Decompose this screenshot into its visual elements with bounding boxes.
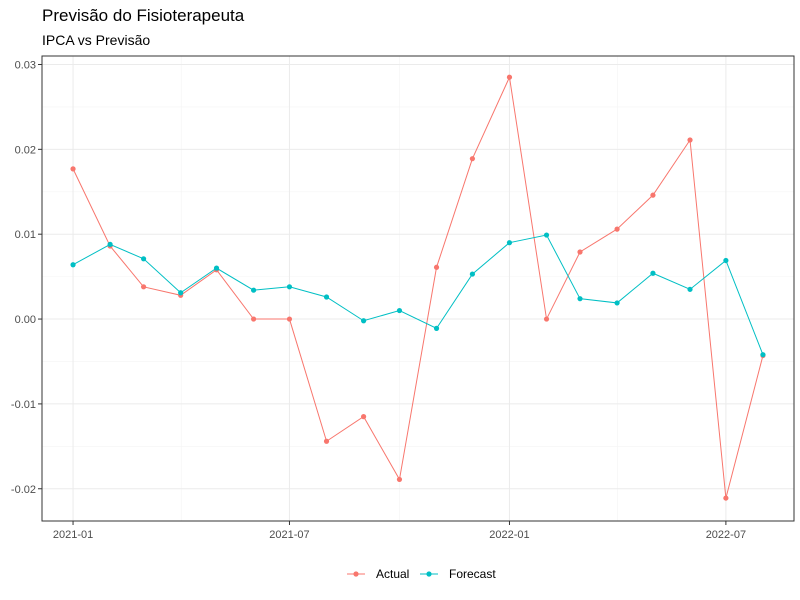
y-tick-label: -0.01: [11, 399, 36, 411]
y-tick-label: 0.01: [15, 229, 36, 241]
x-tick-label: 2021-01: [53, 529, 93, 541]
series-line-forecast: [72, 234, 764, 355]
legend-key-point-forecast: [426, 571, 432, 577]
data-point-actual: [687, 137, 693, 143]
data-point-actual: [650, 192, 656, 198]
data-point-actual: [723, 495, 729, 501]
x-tick-label: 2021-07: [269, 529, 309, 541]
y-tick-label: 0.02: [15, 144, 36, 156]
data-point-actual: [614, 226, 620, 232]
data-point-forecast: [760, 352, 766, 358]
data-point-actual: [396, 476, 403, 483]
data-point-forecast: [107, 241, 113, 247]
data-point-forecast: [178, 290, 184, 296]
data-point-actual: [469, 156, 476, 162]
series-layer: [70, 74, 766, 501]
data-point-forecast: [213, 265, 220, 271]
data-point-forecast: [70, 262, 76, 268]
y-tick-label: 0.03: [15, 59, 36, 71]
x-tick-label: 2022-07: [706, 529, 746, 541]
data-point-forecast: [543, 232, 550, 238]
series-line-actual: [72, 75, 764, 499]
data-point-actual: [286, 316, 293, 322]
legend-label-actual: Actual: [376, 567, 409, 581]
data-point-forecast: [650, 270, 656, 276]
y-tick-label: -0.02: [11, 484, 36, 496]
data-point-forecast: [360, 318, 367, 324]
data-point-forecast: [577, 296, 583, 302]
legend-label-forecast: Forecast: [449, 567, 496, 581]
data-point-forecast: [140, 256, 147, 262]
legend: Actual Forecast: [347, 567, 496, 581]
data-point-forecast: [286, 284, 293, 290]
chart-subtitle: IPCA vs Previsão: [42, 32, 151, 48]
data-point-forecast: [687, 286, 693, 292]
data-point-forecast: [723, 257, 729, 264]
data-point-forecast: [469, 271, 476, 277]
minor-gridlines: [42, 56, 794, 521]
x-tick-label: 2022-01: [489, 529, 529, 541]
data-point-actual: [506, 74, 513, 80]
data-point-actual: [433, 264, 440, 270]
chart-title: Previsão do Fisioterapeuta: [42, 6, 245, 25]
data-point-forecast: [614, 300, 620, 306]
data-point-actual: [250, 316, 257, 322]
major-gridlines: [42, 56, 794, 521]
plot-panel-border: [41, 55, 795, 522]
data-point-actual: [140, 284, 147, 290]
data-point-forecast: [506, 240, 513, 246]
data-point-actual: [70, 166, 76, 172]
data-point-actual: [323, 438, 330, 444]
data-point-actual: [543, 316, 550, 322]
data-point-forecast: [323, 294, 330, 300]
data-point-actual: [577, 249, 583, 255]
y-tick-label: 0.00: [15, 314, 36, 326]
data-point-forecast: [250, 287, 257, 293]
data-point-actual: [360, 414, 367, 420]
axis-ticks: -0.02 -0.01 0.00 0.01 0.02 0.03 2021-01 2021-07…: [11, 59, 746, 541]
data-point-forecast: [396, 307, 403, 314]
legend-key-point-actual: [353, 571, 359, 577]
data-point-forecast: [433, 325, 440, 331]
